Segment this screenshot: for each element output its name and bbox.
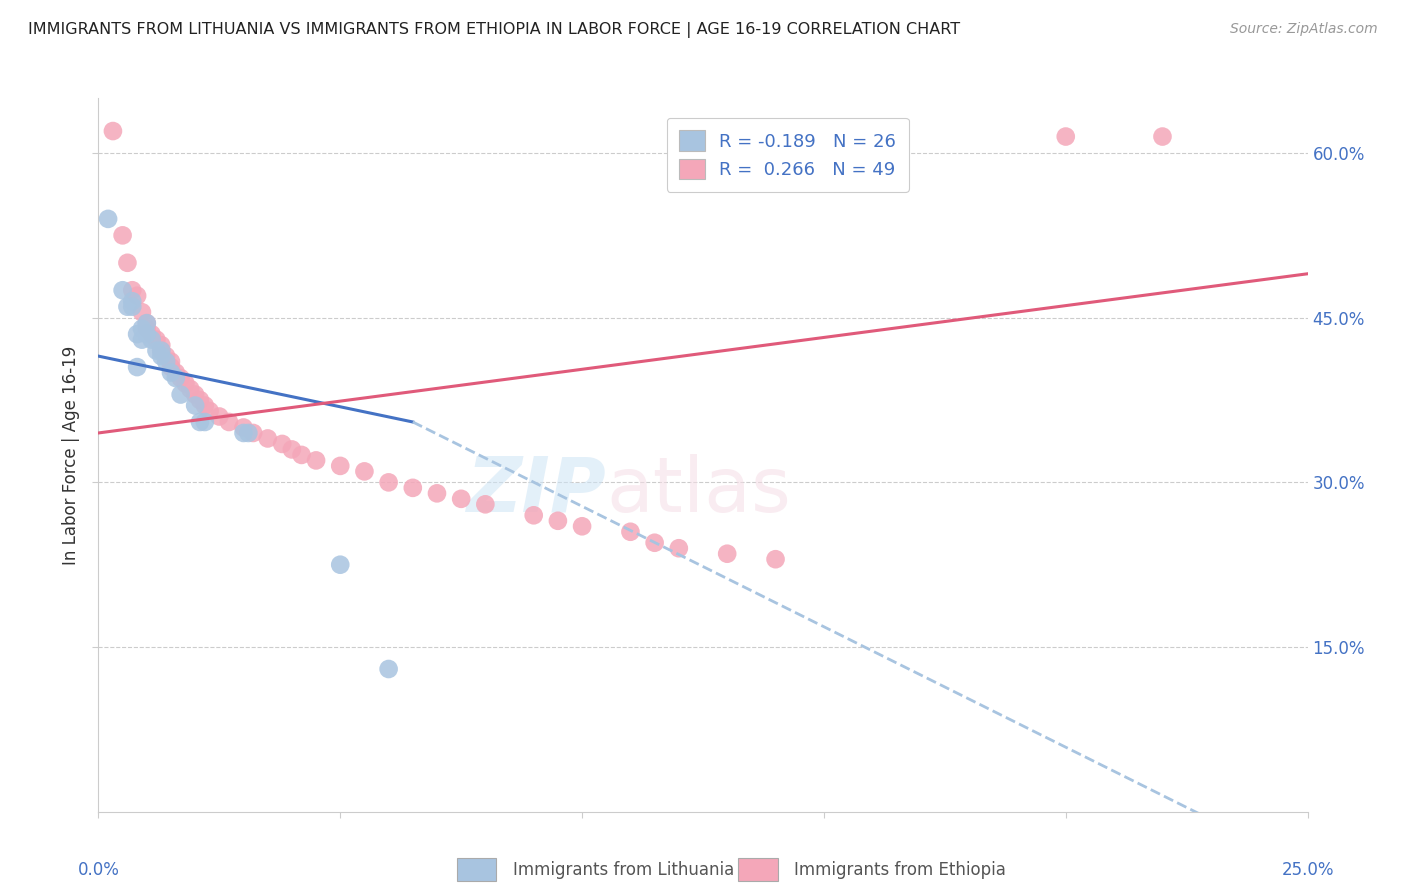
Point: [111, 228, 134, 243]
Point: [117, 300, 139, 314]
Point: [97, 211, 120, 226]
Point: [169, 371, 191, 385]
Point: [111, 283, 134, 297]
Point: [127, 360, 149, 375]
Point: [474, 497, 496, 511]
Text: IMMIGRANTS FROM LITHUANIA VS IMMIGRANTS FROM ETHIOPIA IN LABOR FORCE | AGE 16-19: IMMIGRANTS FROM LITHUANIA VS IMMIGRANTS …: [28, 22, 960, 38]
Point: [131, 333, 153, 347]
Point: [165, 371, 187, 385]
Point: [135, 316, 157, 330]
Point: [188, 392, 211, 407]
Point: [198, 404, 221, 418]
Point: [271, 437, 294, 451]
Point: [121, 283, 143, 297]
Point: [716, 547, 738, 561]
Point: [169, 387, 191, 401]
Point: [155, 354, 177, 368]
Point: [101, 124, 124, 138]
Point: [150, 343, 173, 358]
Point: [619, 524, 641, 539]
Point: [127, 289, 149, 303]
Text: ZIP: ZIP: [467, 454, 606, 527]
Point: [131, 321, 153, 335]
Point: [135, 321, 157, 335]
Point: [160, 360, 183, 375]
Text: Immigrants from Lithuania: Immigrants from Lithuania: [513, 861, 734, 879]
Point: [281, 442, 304, 457]
Point: [290, 448, 312, 462]
Point: [232, 420, 254, 434]
Point: [644, 535, 666, 549]
Point: [668, 541, 690, 556]
Point: [150, 349, 173, 363]
Text: atlas: atlas: [606, 454, 792, 527]
Point: [329, 558, 352, 572]
Point: [523, 508, 546, 523]
Point: [165, 366, 187, 380]
Point: [145, 333, 167, 347]
Point: [402, 481, 425, 495]
Point: [305, 453, 328, 467]
Point: [329, 458, 352, 473]
Point: [155, 349, 177, 363]
Point: [145, 343, 167, 358]
Point: [765, 552, 787, 566]
Point: [242, 425, 264, 440]
Point: [121, 300, 143, 314]
Point: [121, 294, 143, 309]
Point: [179, 382, 201, 396]
Point: [141, 333, 163, 347]
Point: [160, 354, 183, 368]
Point: [135, 327, 157, 342]
Point: [141, 327, 163, 342]
Text: 0.0%: 0.0%: [77, 861, 120, 880]
Point: [1152, 129, 1174, 144]
Point: [188, 415, 211, 429]
Point: [184, 387, 207, 401]
Y-axis label: In Labor Force | Age 16-19: In Labor Force | Age 16-19: [62, 345, 80, 565]
Point: [160, 366, 183, 380]
Legend: R = -0.189   N = 26, R =  0.266   N = 49: R = -0.189 N = 26, R = 0.266 N = 49: [666, 118, 908, 192]
Point: [571, 519, 593, 533]
Point: [135, 316, 157, 330]
Text: 25.0%: 25.0%: [1281, 861, 1334, 880]
Point: [377, 662, 399, 676]
Point: [150, 343, 173, 358]
Point: [238, 425, 260, 440]
Point: [256, 432, 278, 446]
Point: [150, 338, 173, 352]
Point: [208, 409, 231, 424]
Point: [450, 491, 472, 506]
Point: [131, 305, 153, 319]
Point: [194, 399, 217, 413]
Text: Immigrants from Ethiopia: Immigrants from Ethiopia: [794, 861, 1007, 879]
Point: [1054, 129, 1077, 144]
Text: Source: ZipAtlas.com: Source: ZipAtlas.com: [1230, 22, 1378, 37]
Point: [117, 256, 139, 270]
Point: [353, 464, 375, 478]
Point: [194, 415, 217, 429]
Point: [127, 327, 149, 342]
Point: [232, 425, 254, 440]
Point: [184, 399, 207, 413]
Point: [426, 486, 449, 500]
Point: [377, 475, 399, 490]
Point: [547, 514, 569, 528]
Point: [218, 415, 240, 429]
Point: [174, 376, 197, 391]
